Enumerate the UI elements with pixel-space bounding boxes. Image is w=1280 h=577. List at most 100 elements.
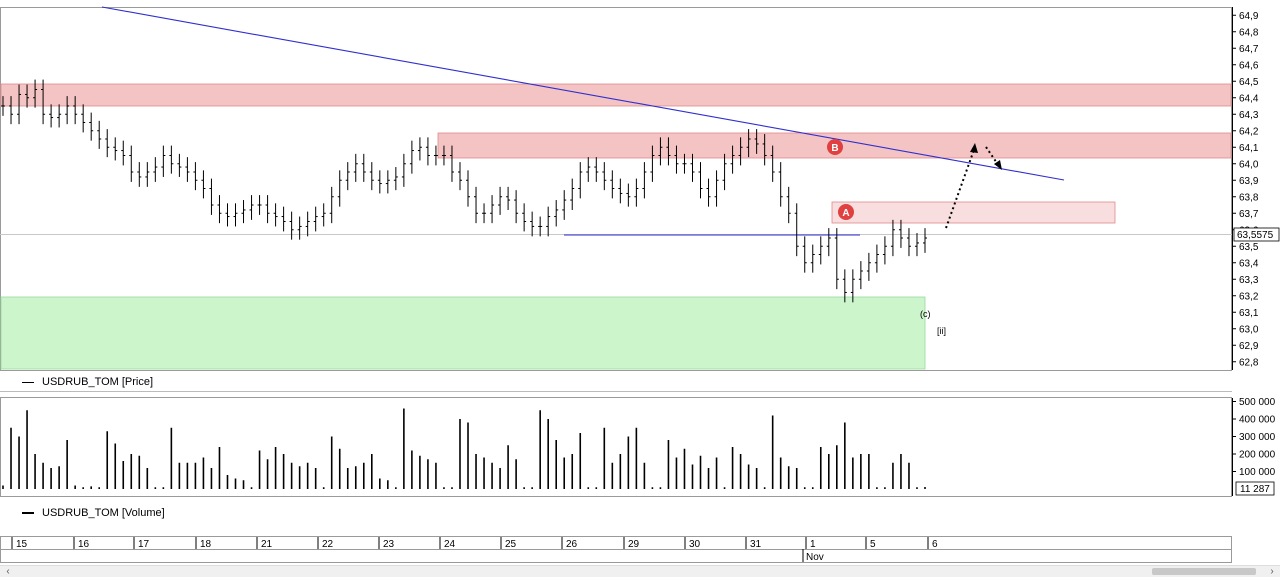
price-bar	[65, 96, 70, 125]
time-tick-label: 22	[322, 539, 334, 550]
volume-axis: 500 000 400 000 300 000 200 000 100 000	[1232, 397, 1276, 496]
price-tick-label: 63,0	[1239, 324, 1259, 335]
price-bar	[858, 261, 863, 290]
resistance-zone-upper	[0, 83, 1232, 107]
price-bar	[417, 137, 422, 161]
price-bar	[321, 203, 326, 227]
volume-tick-label: 300 000	[1239, 432, 1276, 443]
price-bar	[650, 145, 655, 182]
price-axis: 64,9 64,8 64,7 64,6 64,5 64,4 64,3 64,2 64,1 64,0…	[1232, 7, 1259, 370]
volume-tick-label: 500 000	[1239, 397, 1276, 408]
price-bar	[490, 195, 495, 224]
price-bar	[441, 145, 446, 166]
month-label: Nov	[806, 552, 824, 563]
price-bar	[89, 112, 94, 141]
price-bar	[257, 195, 262, 215]
scroll-thumb[interactable]	[1152, 568, 1256, 575]
price-tick-label: 63,7	[1239, 209, 1259, 220]
time-tick-label: 24	[444, 539, 456, 550]
time-tick-label: 21	[261, 539, 273, 550]
price-tick-label: 64,4	[1239, 93, 1259, 104]
volume-tick-label: 100 000	[1239, 467, 1276, 478]
price-bar	[201, 170, 206, 199]
price-bar	[522, 203, 527, 232]
price-tick-label: 63,9	[1239, 176, 1259, 187]
price-bar	[850, 269, 855, 303]
price-bar	[9, 96, 14, 125]
current-price-box	[1233, 227, 1280, 242]
price-bar	[482, 203, 487, 224]
price-bar	[898, 219, 903, 248]
price-bar	[225, 203, 230, 227]
price-bar	[882, 236, 887, 265]
price-tick-label: 64,3	[1239, 110, 1259, 121]
price-bar	[690, 153, 695, 182]
price-bar	[714, 170, 719, 207]
price-bar	[834, 228, 839, 290]
price-bar	[161, 145, 166, 177]
arrowhead-up	[970, 143, 978, 153]
wave-b-label: B	[831, 143, 838, 154]
support-zone	[0, 296, 926, 370]
horizontal-scrollbar[interactable]: ‹ ›	[0, 565, 1280, 577]
price-bar	[185, 157, 190, 182]
price-bar	[546, 206, 551, 237]
price-bar	[842, 269, 847, 303]
wave-c-label: (c)	[920, 309, 931, 319]
time-tick-label: 30	[689, 539, 701, 550]
price-tick-label: 64,8	[1239, 27, 1259, 38]
scroll-right-icon[interactable]: ›	[1270, 566, 1274, 577]
price-bar	[722, 153, 727, 191]
price-bar	[377, 170, 382, 194]
time-tick-label: 16	[78, 539, 90, 550]
price-bar	[169, 145, 174, 174]
time-tick-label: 26	[566, 539, 578, 550]
time-tick-label: 31	[750, 539, 762, 550]
price-tick-label: 63,2	[1239, 291, 1259, 302]
price-bar	[281, 206, 286, 232]
price-bar	[137, 162, 142, 187]
price-bar	[97, 120, 102, 149]
price-tick-label: 63,1	[1239, 308, 1259, 319]
price-bar	[746, 129, 751, 158]
price-bar	[313, 206, 318, 232]
price-bar	[666, 137, 671, 166]
price-bar	[474, 186, 479, 224]
price-bar	[297, 216, 302, 240]
price-tick-label: 64,9	[1239, 11, 1259, 22]
price-bar	[602, 162, 607, 191]
price-bar	[145, 162, 150, 187]
price-bar	[49, 104, 54, 128]
price-bar	[33, 79, 38, 108]
price-bar	[425, 137, 430, 166]
price-bar	[17, 84, 22, 125]
price-tick-label: 64,0	[1239, 159, 1259, 170]
price-bar	[41, 79, 46, 125]
target-zone	[831, 201, 1116, 224]
price-bar	[682, 153, 687, 174]
volume-bars	[2, 408, 926, 489]
price-bar	[289, 211, 294, 240]
price-bar	[113, 137, 118, 161]
price-bar	[802, 236, 807, 273]
price-bar	[610, 170, 615, 199]
price-bar	[385, 170, 390, 194]
price-bar	[618, 178, 623, 204]
price-bar	[73, 96, 78, 125]
price-bar	[401, 153, 406, 187]
price-bar	[449, 145, 454, 182]
price-bar	[457, 162, 462, 191]
price-bar	[129, 145, 134, 182]
price-bar	[762, 134, 767, 166]
volume-panel-frame	[0, 397, 1232, 497]
price-bar	[273, 203, 278, 227]
price-bar	[594, 157, 599, 182]
scroll-left-icon[interactable]: ‹	[6, 566, 10, 577]
time-tick-label: 6	[932, 539, 938, 550]
projection-arrow-down	[985, 146, 1000, 167]
price-bar	[698, 162, 703, 199]
price-bar	[265, 195, 270, 224]
price-tick-label: 64,7	[1239, 44, 1259, 55]
